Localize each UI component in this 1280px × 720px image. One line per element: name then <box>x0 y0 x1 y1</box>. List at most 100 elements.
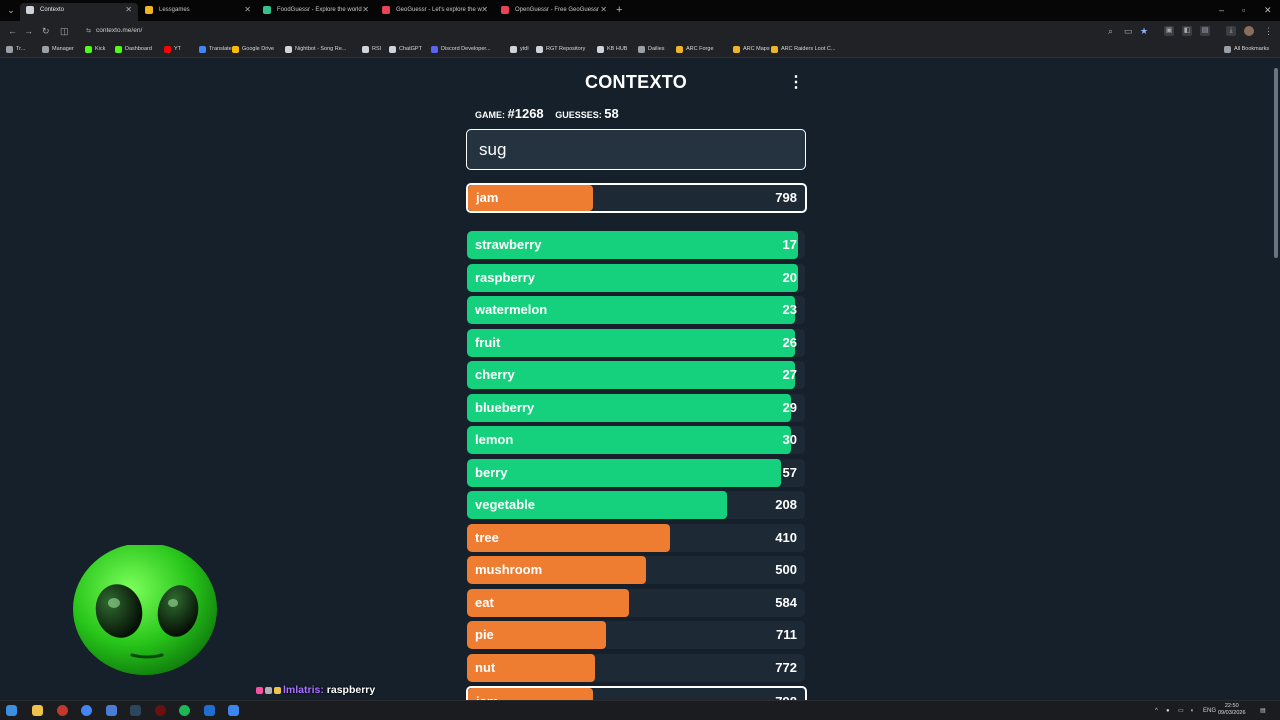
bookmark-item[interactable]: RSI <box>362 43 381 55</box>
more-options-icon[interactable]: ⋮ <box>788 74 804 91</box>
bookmark-item[interactable]: Manager <box>42 43 74 55</box>
site-info-icon[interactable]: ⇆ <box>86 28 92 34</box>
extension-icon[interactable]: ▤ <box>1200 26 1210 36</box>
network-icon[interactable]: ▭ <box>1178 708 1184 714</box>
guess-word: vegetable <box>475 497 535 512</box>
guess-word: raspberry <box>475 269 535 285</box>
tab-title: GeoGuessr - Let's explore the w <box>396 7 482 13</box>
page-scrollbar[interactable] <box>1272 62 1280 700</box>
extension-icon[interactable]: ▣ <box>1164 26 1174 36</box>
guess-word: lemon <box>475 432 514 447</box>
browser-tab[interactable]: FoodGuessr - Explore the world ✕ <box>257 3 375 21</box>
bookmark-label: ChatGPT <box>399 46 422 52</box>
bookmark-item[interactable]: ytdl <box>510 43 529 55</box>
proximity-bar <box>467 296 795 324</box>
clock[interactable]: 22:50 09/03/2026 <box>1218 703 1246 717</box>
close-window-icon[interactable]: ✕ <box>1264 5 1272 15</box>
guess-input[interactable] <box>466 129 806 170</box>
new-tab-button[interactable]: + <box>616 4 623 16</box>
tab-favicon-icon <box>145 6 153 14</box>
download-icon[interactable]: ⤓ <box>1226 26 1236 36</box>
maximize-icon[interactable]: ▫ <box>1242 5 1246 15</box>
browser-tab[interactable]: Contexto ✕ <box>20 3 138 21</box>
zoom-icon[interactable]: ⌕ <box>1108 26 1114 36</box>
guess-row: watermelon 23 <box>467 296 805 324</box>
bookmark-item[interactable]: YT <box>164 43 181 55</box>
clock-time: 22:50 <box>1224 703 1239 709</box>
bookmark-favicon-icon <box>676 46 683 53</box>
bookmark-item[interactable]: ChatGPT <box>389 43 422 55</box>
bookmark-item[interactable]: Discord Developer... <box>431 43 491 55</box>
close-tab-icon[interactable]: ✕ <box>362 5 369 14</box>
split-view-icon[interactable]: ◫ <box>60 26 69 36</box>
last-guess-row: jam 798 <box>466 183 807 213</box>
guess-word: pie <box>475 627 494 642</box>
tray-chevron-icon[interactable]: ^ <box>1155 708 1158 714</box>
volume-icon[interactable]: ◖ <box>1190 708 1194 714</box>
spotify-icon[interactable] <box>179 705 190 716</box>
browser-tab[interactable]: OpenGuessr - Free GeoGuessr ✕ <box>495 3 613 21</box>
app-icon[interactable] <box>204 705 215 716</box>
bookmark-item[interactable]: Google Drive <box>232 43 274 55</box>
bookmark-star-icon[interactable]: ★ <box>1140 26 1149 36</box>
chrome-icon[interactable] <box>81 705 92 716</box>
close-tab-icon[interactable]: ✕ <box>481 5 488 14</box>
bookmark-favicon-icon <box>285 46 292 53</box>
bookmark-item[interactable]: RGT Repository <box>536 43 585 55</box>
start-icon[interactable] <box>6 705 17 716</box>
bookmark-item[interactable]: Kick <box>85 43 105 55</box>
bookmark-item[interactable]: Translate <box>199 43 232 55</box>
proximity-bar <box>467 393 792 422</box>
bookmark-label: ARC Raiders Loot C... <box>781 46 836 52</box>
steam-icon[interactable] <box>130 705 141 716</box>
bookmark-item[interactable]: Dashboard <box>115 43 152 55</box>
notification-icon[interactable]: ▤ <box>1260 708 1266 714</box>
tab-favicon-icon <box>263 6 271 14</box>
guess-row: vegetable 208 <box>467 491 805 519</box>
url-field[interactable]: ⇆ contexto.me/en/ <box>84 24 1124 38</box>
bookmark-item[interactable]: KB HUB <box>597 43 627 55</box>
mic-icon[interactable]: ● <box>1166 708 1170 714</box>
language-indicator[interactable]: ENG <box>1203 708 1217 714</box>
app-icon[interactable] <box>228 705 239 716</box>
bookmark-item[interactable]: Tr... <box>6 43 25 55</box>
forward-icon[interactable]: → <box>24 26 33 36</box>
cast-icon[interactable]: ▭ <box>1124 26 1133 36</box>
back-icon[interactable]: ← <box>8 26 17 36</box>
bookmark-favicon-icon <box>638 46 645 53</box>
reload-icon[interactable]: ↻ <box>42 26 50 36</box>
bookmark-favicon-icon <box>164 46 171 53</box>
guesses-label: GUESSES: <box>555 110 602 120</box>
close-tab-icon[interactable]: ✕ <box>244 5 251 14</box>
tab-search-icon[interactable]: ⌄ <box>7 5 15 15</box>
tab-title: Lessgames <box>159 7 190 13</box>
bookmark-item[interactable]: ARC Raiders Loot C... <box>771 43 835 55</box>
profile-avatar[interactable] <box>1244 26 1254 36</box>
minimize-icon[interactable]: – <box>1219 5 1225 15</box>
guess-row: raspberry 20 <box>467 263 805 292</box>
app-icon[interactable] <box>155 705 166 716</box>
all-bookmarks-button[interactable]: All Bookmarks <box>1224 43 1269 55</box>
guess-row: cherry 27 <box>467 361 805 389</box>
scrollbar-thumb[interactable] <box>1274 68 1278 258</box>
close-tab-icon[interactable]: ✕ <box>600 5 607 14</box>
bookmark-favicon-icon <box>771 46 778 53</box>
bookmark-item[interactable]: ARC Forge <box>676 43 714 55</box>
clock-date: 09/03/2026 <box>1218 710 1246 716</box>
guess-rank: 772 <box>775 659 797 675</box>
app-icon[interactable] <box>106 705 117 716</box>
file-explorer-icon[interactable] <box>32 705 43 716</box>
bookmark-item[interactable]: Nightbot - Song Re... <box>285 43 346 55</box>
chat-text: raspberry <box>326 684 376 696</box>
extension-icon[interactable]: ◧ <box>1182 26 1192 36</box>
browser-tab[interactable]: Lessgames ✕ <box>139 3 257 21</box>
app-icon[interactable] <box>57 705 68 716</box>
browser-tab[interactable]: GeoGuessr - Let's explore the w ✕ <box>376 3 494 21</box>
page-title: CONTEXTO <box>584 72 688 92</box>
browser-menu-icon[interactable]: ⋮ <box>1264 26 1273 36</box>
close-tab-icon[interactable]: ✕ <box>125 5 132 14</box>
chat-username: lmlatris: <box>283 684 324 696</box>
bookmark-item[interactable]: ARC Maps <box>733 43 770 55</box>
taskbar: ^ ● ▭ ◖ ENG 22:50 09/03/2026 ▤ <box>0 700 1280 720</box>
bookmark-item[interactable]: Dailies <box>638 43 665 55</box>
